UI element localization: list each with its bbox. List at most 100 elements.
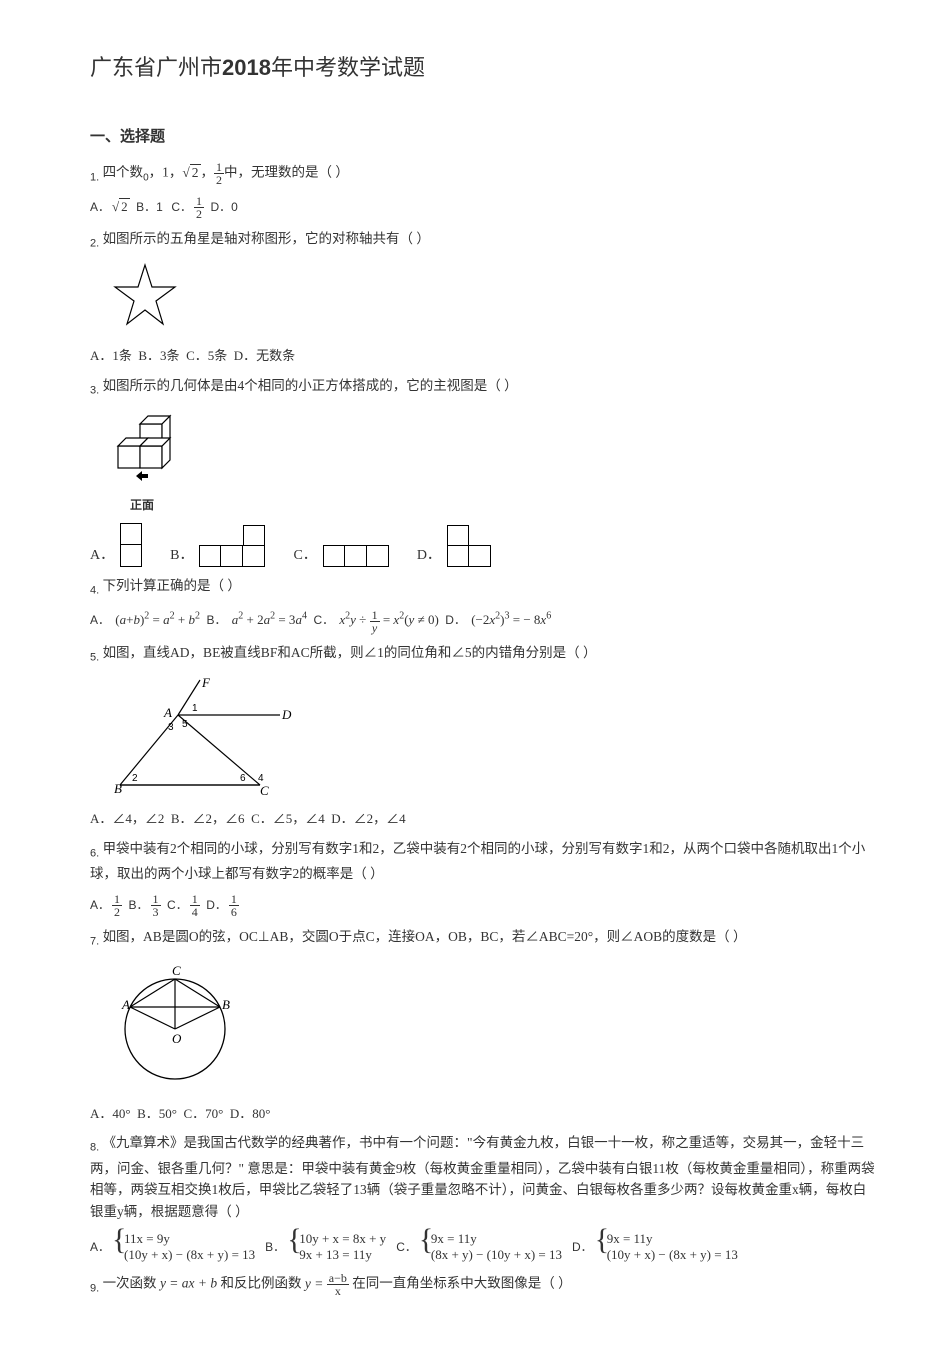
q1-text-d: 中，无理数的是（ ）	[224, 165, 349, 180]
q1-optA: A．	[90, 200, 110, 214]
label-A: A	[121, 997, 130, 1012]
title-prefix: 广东省广州市	[90, 55, 222, 80]
q6-B-lbl: B．	[129, 898, 149, 912]
q7-optB: B．50°	[137, 1106, 177, 1121]
q3-text: 如图所示的几何体是由4个相同的小正方体搭成的，它的主视图是（ ）	[103, 378, 518, 393]
q6-D-den: 6	[229, 906, 239, 918]
question-9: 9. 一次函数 y = ax + b 和反比例函数 y = a−bx 在同一直角…	[90, 1272, 875, 1298]
q8-sysC-1: 9x = 11y	[431, 1231, 562, 1248]
section-1-heading: 一、选择题	[90, 125, 875, 149]
q8-options: A． 11x = 9y (10y + x) − (8x + y) = 13 B．…	[90, 1231, 875, 1265]
sqrt-2-icon: 2	[182, 162, 200, 184]
q6-B-den: 3	[151, 906, 161, 918]
q1-text-a: 四个数	[103, 165, 144, 180]
q8-sysD: 9x = 11y (10y + x) − (8x + y) = 13	[595, 1231, 738, 1265]
question-8: 8. 《九章算术》是我国古代数学的经典著作，书中有一个问题："今有黄金九枚，白银…	[90, 1132, 875, 1222]
q8-A-lbl: A．	[90, 1238, 110, 1257]
q8-C-lbl: C．	[396, 1238, 417, 1257]
q2-optB: B．3条	[138, 348, 179, 363]
q3-optA: A．	[90, 523, 142, 567]
q7-options: A．40° B．50° C．70° D．80°	[90, 1104, 875, 1125]
q2-optC: C．5条	[186, 348, 227, 363]
q9-text-a: 一次函数	[103, 1276, 160, 1291]
q4-C-lbl: C．	[313, 613, 334, 627]
question-4: 4. 下列计算正确的是（ ）	[90, 575, 875, 600]
q8-sysD-1: 9x = 11y	[607, 1231, 738, 1248]
q7-num: 7.	[90, 936, 99, 948]
q5-optD: D．∠2，∠4	[331, 811, 405, 826]
q9-text-b: 和反比例函数	[217, 1276, 305, 1291]
q8-D-lbl: D．	[572, 1238, 593, 1257]
angle-4: 4	[258, 773, 264, 784]
q8-text: 《九章算术》是我国古代数学的经典著作，书中有一个问题："今有黄金九枚，白银一十一…	[90, 1135, 875, 1218]
q9-eq2-den: x	[327, 1285, 349, 1297]
q3-front-label: 正面	[130, 496, 875, 515]
q5-figure: F A D B C 1 5 3 2 6 4	[110, 675, 875, 803]
q9-eq2-pre: y =	[305, 1276, 327, 1291]
q6-C-den: 4	[190, 906, 200, 918]
page-title: 广东省广州市2018年中考数学试题	[90, 50, 875, 85]
shape-B-icon	[199, 525, 265, 568]
angle-6: 6	[240, 773, 246, 784]
q2-text: 如图所示的五角星是轴对称图形，它的对称轴共有（ ）	[103, 231, 430, 246]
q8-sysA-2: (10y + x) − (8x + y) = 13	[124, 1247, 255, 1264]
q3-A-label: A．	[90, 545, 114, 567]
angle-2: 2	[132, 773, 138, 784]
q4-text: 下列计算正确的是（ ）	[103, 578, 241, 593]
q2-num: 2.	[90, 238, 99, 250]
arrow-icon	[136, 471, 148, 481]
q1-text-b: ，1，	[149, 165, 183, 180]
q7-text: 如图，AB是圆O的弦，OC⊥AB，交圆O于点C，连接OA，OB，BC，若∠ABC…	[103, 929, 747, 944]
q6-text: 甲袋中装有2个相同的小球，分别写有数字1和2，乙袋中装有2个相同的小球，分别写有…	[90, 841, 865, 881]
q6-options: A．12 B．13 C．14 D．16	[90, 893, 875, 918]
q5-num: 5.	[90, 651, 99, 663]
q9-eq1: y = ax + b	[160, 1276, 217, 1291]
q1-options: A．2 B．1 C．12 D．0	[90, 195, 875, 220]
title-suffix: 年中考数学试题	[271, 55, 425, 80]
q5-options: A．∠4，∠2 B．∠2，∠6 C．∠5，∠4 D．∠2，∠4	[90, 809, 875, 830]
q1-optD: D．0	[211, 200, 238, 214]
question-2: 2. 如图所示的五角星是轴对称图形，它的对称轴共有（ ）	[90, 228, 875, 253]
q6-C-lbl: C．	[167, 898, 188, 912]
q8-num: 8.	[90, 1142, 99, 1154]
q2-optA: A．1条	[90, 348, 132, 363]
q6-num: 6.	[90, 848, 99, 860]
label-F: F	[201, 675, 211, 690]
star-icon	[115, 265, 175, 324]
q1-num: 1.	[90, 171, 99, 183]
q8-sysA: 11x = 9y (10y + x) − (8x + y) = 13	[112, 1231, 255, 1265]
shape-D-icon	[447, 525, 491, 568]
q3-num: 3.	[90, 384, 99, 396]
q4-num: 4.	[90, 585, 99, 597]
q7-figure-circle: A B C O	[110, 959, 875, 1097]
q8-B-lbl: B．	[265, 1238, 285, 1257]
q8-sysB: 10y + x = 8x + y 9x + 13 = 11y	[287, 1231, 386, 1265]
q3-D-label: D．	[417, 545, 441, 567]
frac-half-icon: 12	[214, 161, 224, 186]
q2-optD: D．无数条	[234, 348, 295, 363]
q6-A-den: 2	[112, 906, 122, 918]
angle-1: 1	[192, 703, 198, 714]
q2-figure-star	[110, 261, 875, 339]
q8-sysB-2: 9x + 13 = 11y	[299, 1247, 386, 1264]
q3-figure-solid: 正面	[110, 408, 875, 516]
label-D: D	[281, 707, 292, 722]
q3-C-label: C．	[293, 545, 316, 567]
q5-optA: A．∠4，∠2	[90, 811, 164, 826]
question-5: 5. 如图，直线AD，BE被直线BF和AC所截，则∠1的同位角和∠5的内错角分别…	[90, 642, 875, 667]
label-C: C	[172, 963, 181, 978]
shape-C-icon	[323, 545, 389, 567]
q8-sysC-2: (8x + y) − (10y + x) = 13	[431, 1247, 562, 1264]
question-6: 6. 甲袋中装有2个相同的小球，分别写有数字1和2，乙袋中装有2个相同的小球，分…	[90, 838, 875, 885]
q5-optB: B．∠2，∠6	[171, 811, 245, 826]
q8-sysB-1: 10y + x = 8x + y	[299, 1231, 386, 1248]
q6-D-lbl: D．	[206, 898, 227, 912]
label-C: C	[260, 783, 269, 795]
q1-text-c: ，	[201, 165, 215, 180]
q2-options: A．1条 B．3条 C．5条 D．无数条	[90, 346, 875, 367]
angle-5: 5	[182, 719, 188, 730]
label-A: A	[163, 705, 172, 720]
q4-B-lbl: B．	[206, 613, 226, 627]
q5-text: 如图，直线AD，BE被直线BF和AC所截，则∠1的同位角和∠5的内错角分别是（ …	[103, 645, 597, 660]
q7-optD: D．80°	[230, 1106, 271, 1121]
